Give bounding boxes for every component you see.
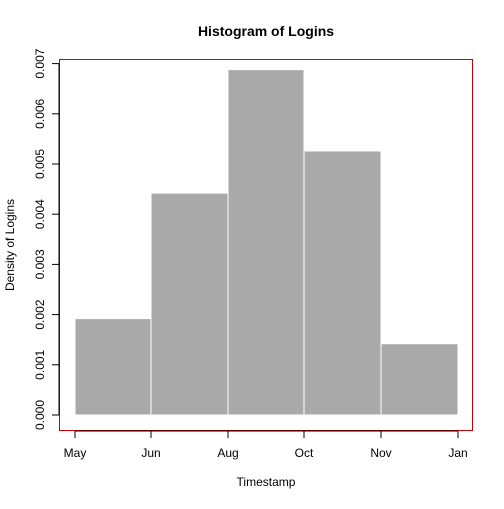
bars-layer: [74, 69, 459, 416]
x-tick-label: Jan: [448, 446, 467, 460]
x-tick-label: Nov: [370, 446, 391, 460]
histogram-bar-5: [380, 343, 459, 416]
y-axis: 0.000 0.001 0.002 0.003 0.004 0.005 0.006 0.007: [33, 48, 60, 430]
x-axis: May Jun Aug Oct Nov Jan: [64, 430, 468, 460]
y-tick-label: 0.007: [33, 48, 47, 78]
y-tick-label: 0.001: [33, 349, 47, 379]
y-tick-label: 0.005: [33, 149, 47, 179]
y-tick-label: 0.002: [33, 299, 47, 329]
chart-title: Histogram of Logins: [198, 23, 334, 39]
histogram-bar-4: [303, 150, 382, 416]
y-tick-label: 0.003: [33, 249, 47, 279]
y-axis-label: Density of Logins: [3, 199, 17, 291]
x-tick-label: Aug: [217, 446, 238, 460]
histogram-bar-1: [74, 318, 152, 416]
y-tick-label: 0.004: [33, 199, 47, 229]
y-tick-label: 0.000: [33, 400, 47, 430]
x-tick-label: May: [64, 446, 87, 460]
x-tick-label: Jun: [141, 446, 160, 460]
y-tick-label: 0.006: [33, 98, 47, 128]
x-axis-label: Timestamp: [237, 475, 296, 489]
x-tick-label: Oct: [295, 446, 314, 460]
histogram-bar-2: [150, 192, 229, 416]
histogram-bar-3: [227, 69, 305, 416]
